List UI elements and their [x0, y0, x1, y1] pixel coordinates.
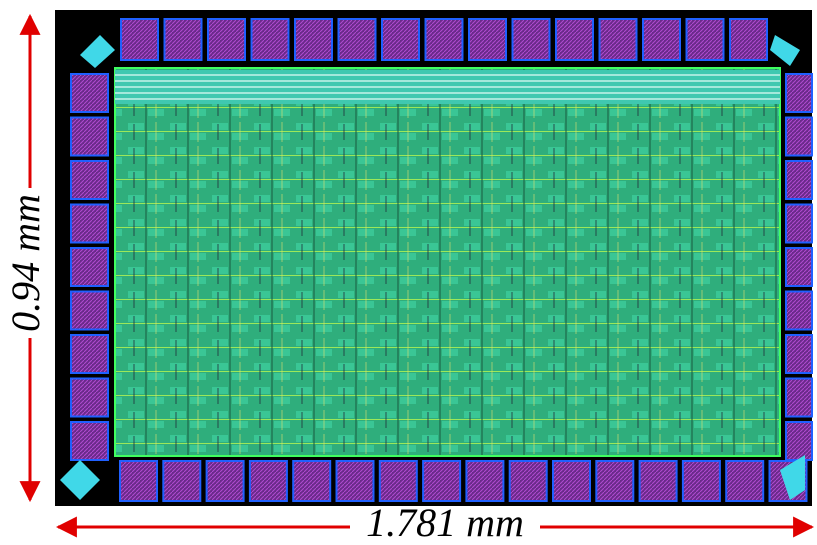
core-area	[115, 68, 780, 456]
bond-pad	[730, 19, 767, 60]
width-label: 1.781 mm	[366, 500, 524, 545]
bond-pad	[71, 74, 108, 112]
bond-pad	[786, 335, 812, 373]
bond-pad	[600, 19, 637, 60]
bond-pad	[556, 19, 593, 60]
bond-pad	[207, 461, 244, 501]
bond-pad	[71, 161, 108, 199]
bond-pad	[786, 205, 812, 243]
bond-pad	[295, 19, 332, 60]
bond-pad	[640, 461, 677, 501]
bond-pad	[339, 19, 376, 60]
bond-pad	[469, 19, 506, 60]
bond-pad	[120, 461, 157, 501]
bond-pad	[466, 461, 503, 501]
bond-pad	[382, 19, 419, 60]
bond-pad	[423, 461, 460, 501]
bond-pad	[293, 461, 330, 501]
bond-pad	[426, 19, 463, 60]
bond-pad	[71, 205, 108, 243]
bond-pad	[165, 19, 202, 60]
bond-pad	[687, 19, 724, 60]
bond-pad	[71, 292, 108, 330]
bond-pad	[786, 118, 812, 156]
bond-pad	[71, 422, 108, 460]
bond-pad	[513, 19, 550, 60]
bond-pad	[643, 19, 680, 60]
io-cells	[115, 70, 780, 104]
bond-pad	[786, 74, 812, 112]
bond-pad	[71, 335, 108, 373]
bond-pad	[786, 248, 812, 286]
height-label: 0.94 mm	[3, 194, 48, 332]
bond-pad	[71, 248, 108, 286]
bond-pad	[71, 118, 108, 156]
bond-pad	[553, 461, 590, 501]
bond-pad	[252, 19, 289, 60]
bond-pad	[337, 461, 374, 501]
bond-pad	[786, 422, 812, 460]
bond-pad	[786, 161, 812, 199]
bond-pad	[596, 461, 633, 501]
bond-pad	[786, 292, 812, 330]
bond-pad	[726, 461, 763, 501]
bond-pad	[250, 461, 287, 501]
chip-layout-figure: 0.94 mm 1.781 mm	[0, 0, 817, 545]
bond-pad	[163, 461, 200, 501]
bond-pad	[510, 461, 547, 501]
bond-pad	[683, 461, 720, 501]
bond-pad	[208, 19, 245, 60]
bond-pad	[786, 379, 812, 417]
bond-pad	[380, 461, 417, 501]
bond-pad	[71, 379, 108, 417]
bond-pad	[121, 19, 158, 60]
